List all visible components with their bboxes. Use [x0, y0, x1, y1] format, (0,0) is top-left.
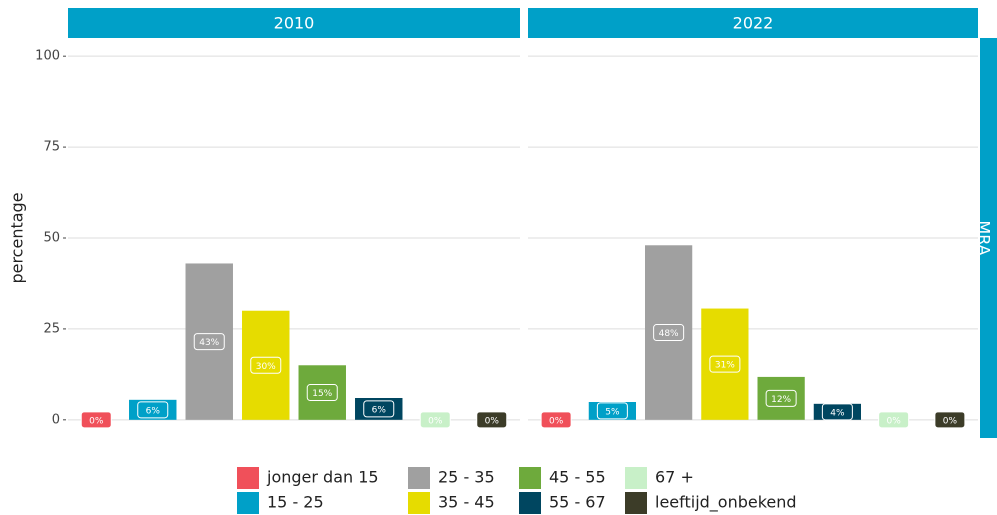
value-label: 4%: [830, 408, 845, 418]
value-label-box: [306, 384, 338, 402]
value-label: 30%: [256, 362, 276, 372]
facet-title: 2010: [274, 14, 315, 33]
value-label-box: [709, 355, 741, 373]
value-label-box: [653, 324, 685, 342]
legend-key: [237, 467, 259, 489]
value-label-box: [596, 402, 628, 420]
value-label: 31%: [715, 361, 735, 371]
legend-label: jonger dan 15: [266, 468, 379, 487]
y-tick-label: 100: [35, 49, 60, 64]
value-label: 15%: [312, 389, 332, 399]
value-label: 0%: [89, 416, 104, 426]
y-axis-title: percentage: [8, 192, 27, 283]
legend-key: [625, 467, 647, 489]
value-label-box: [476, 411, 508, 429]
legend-label: 25 - 35: [438, 468, 495, 487]
value-label: 5%: [605, 407, 620, 417]
y-tick-label: 0: [52, 412, 60, 427]
legend-label: leeftijd_onbekend: [655, 493, 797, 513]
legend-key: [625, 492, 647, 514]
facet-title: 2022: [733, 14, 774, 33]
facet-strip: [528, 8, 978, 38]
value-label-box: [878, 411, 910, 429]
value-label: 6%: [146, 406, 161, 416]
value-label-box: [765, 389, 797, 407]
value-label: 43%: [199, 338, 219, 348]
value-label-box: [821, 403, 853, 421]
legend-key: [519, 492, 541, 514]
value-label: 0%: [428, 416, 443, 426]
value-label-box: [363, 400, 395, 418]
legend-label: 15 - 25: [267, 493, 324, 512]
legend-key: [408, 492, 430, 514]
value-label-box: [80, 411, 112, 429]
value-label-box: [934, 411, 966, 429]
legend-label: 67 +: [655, 468, 694, 487]
value-label-box: [419, 411, 451, 429]
value-label-box: [540, 411, 572, 429]
value-label: 0%: [886, 416, 901, 426]
legend-label: 35 - 45: [438, 493, 495, 512]
row-strip-label: MRA: [975, 220, 994, 255]
legend-key: [237, 492, 259, 514]
y-tick-label: 75: [43, 140, 60, 155]
legend-label: 55 - 67: [549, 493, 606, 512]
value-label: 48%: [659, 329, 679, 339]
legend-key: [519, 467, 541, 489]
value-label: 0%: [549, 416, 564, 426]
value-label-box: [137, 401, 169, 419]
value-label: 0%: [943, 416, 958, 426]
facet-strip: [68, 8, 520, 38]
value-label: 12%: [771, 395, 791, 405]
value-label-box: [250, 356, 282, 374]
legend-key: [408, 467, 430, 489]
value-label: 6%: [372, 405, 387, 415]
value-label: 0%: [485, 416, 500, 426]
y-tick-label: 50: [43, 231, 60, 246]
value-label-box: [193, 333, 225, 351]
row-strip: [980, 38, 997, 438]
legend-label: 45 - 55: [549, 468, 606, 487]
y-tick-label: 25: [43, 321, 60, 336]
